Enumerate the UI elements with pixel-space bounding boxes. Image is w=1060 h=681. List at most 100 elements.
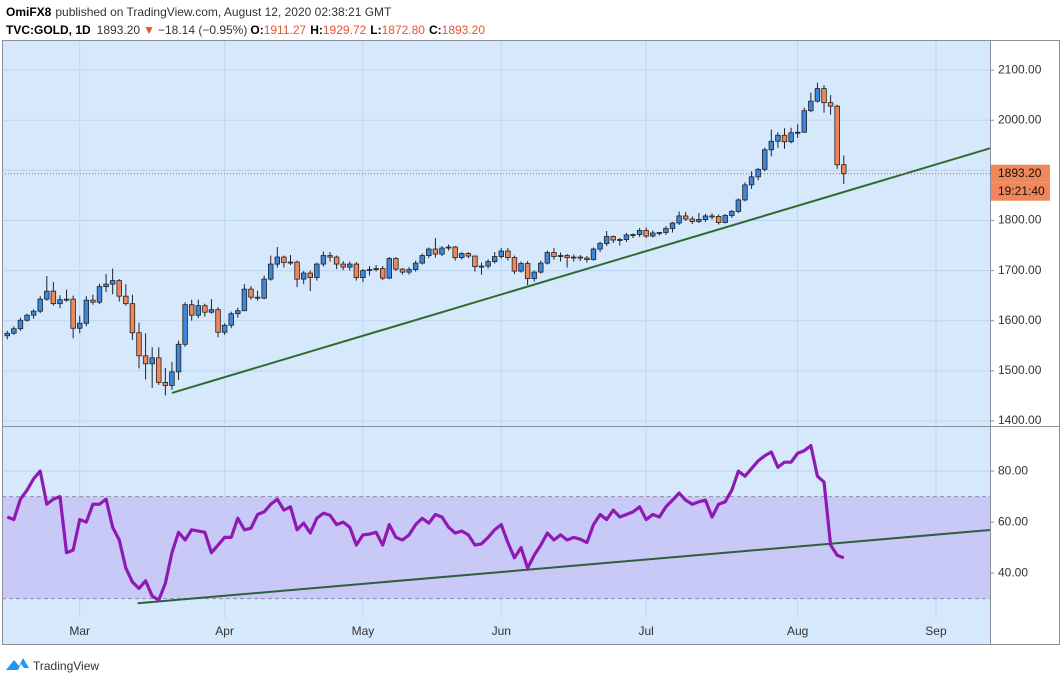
candle-body xyxy=(439,247,445,255)
header-line-1: OmiFX8 published on TradingView.com, Augu… xyxy=(6,5,392,19)
header-line-2: TVC:GOLD, 1D 1893.20 ▼ −18.14 (−0.95%) O:191… xyxy=(6,23,485,37)
quote-key: H: xyxy=(310,23,323,37)
candle-body xyxy=(538,262,544,273)
candle-body xyxy=(4,332,10,337)
candle-body xyxy=(333,256,340,265)
candle-body xyxy=(524,263,531,280)
published: published on TradingView.com, August 12,… xyxy=(55,5,392,19)
candle-body xyxy=(511,257,518,272)
candle-body xyxy=(636,230,643,235)
candle-body xyxy=(17,319,24,330)
candle-body xyxy=(788,132,794,143)
candle-body xyxy=(96,286,103,303)
x-tick-label: Aug xyxy=(787,624,808,638)
logo-icon xyxy=(6,658,29,670)
candle-body xyxy=(393,258,399,270)
candle-body xyxy=(590,248,597,260)
candle-body xyxy=(340,263,346,268)
candle-body xyxy=(24,314,30,321)
candle-body xyxy=(254,296,261,299)
candle-body xyxy=(775,134,781,142)
price-axis xyxy=(990,40,1060,645)
quote-value: 1872.80 xyxy=(382,23,426,37)
candle-body xyxy=(781,134,788,143)
candle-body xyxy=(808,100,814,112)
candle-body xyxy=(261,278,267,299)
candle-body xyxy=(169,371,175,386)
candle-body xyxy=(841,164,847,175)
quote-value: 1893.20 xyxy=(442,23,486,37)
candle-body xyxy=(459,253,465,258)
candle-body xyxy=(715,216,722,223)
y-tick-label: 1700.00 xyxy=(998,263,1042,277)
candle-body xyxy=(241,288,248,312)
candle-body xyxy=(735,199,742,212)
candle-body xyxy=(248,288,254,298)
candle-body xyxy=(814,88,821,102)
candle-body xyxy=(452,246,458,258)
candle-body xyxy=(426,248,432,256)
direction: ▼ xyxy=(143,23,155,37)
change: −18.14 (−0.95%) xyxy=(158,23,247,37)
candle-body xyxy=(294,261,300,280)
labels: Mar Apr May Jun Jul Aug Sep 1400.00 1500.00 1600.… xyxy=(69,62,1050,638)
candle-body xyxy=(129,303,136,334)
candle-body xyxy=(682,215,689,220)
candle-body xyxy=(564,255,570,258)
candle-body xyxy=(149,357,155,365)
y-tick-label: 1400.00 xyxy=(998,413,1042,427)
candle-body xyxy=(320,255,327,265)
candle-body xyxy=(762,149,768,170)
candle-body xyxy=(676,215,682,224)
x-tick-label: Sep xyxy=(925,624,947,638)
candle-body xyxy=(208,309,215,313)
last-price-box xyxy=(991,164,1050,183)
candle-body xyxy=(156,357,162,383)
candle-body xyxy=(729,211,735,216)
candle-body xyxy=(571,256,577,259)
last-price: 1893.20 xyxy=(97,23,141,37)
candle-body xyxy=(83,299,90,324)
candle-body xyxy=(412,262,419,270)
candle-body xyxy=(794,131,801,134)
candle-body xyxy=(353,263,360,279)
candle-body xyxy=(656,232,663,234)
candle-body xyxy=(136,332,142,357)
x-tick-label: Apr xyxy=(215,624,234,638)
candle-body xyxy=(268,263,274,280)
candle-body xyxy=(834,105,840,166)
y-tick-label: 1800.00 xyxy=(998,213,1042,227)
candle-body xyxy=(63,298,70,301)
candle-body xyxy=(801,110,807,133)
candle-body xyxy=(90,299,96,303)
countdown-label: 19:21:40 xyxy=(998,184,1045,198)
candle-body xyxy=(722,215,728,223)
candle-body xyxy=(44,290,50,300)
candle-body xyxy=(478,265,485,268)
countdown-box xyxy=(991,182,1050,201)
x-tick-label: Mar xyxy=(69,624,90,638)
candle-body xyxy=(228,313,234,326)
candle-body xyxy=(689,218,695,222)
candle-body xyxy=(557,255,564,257)
quote-value: 1911.27 xyxy=(264,23,307,37)
candle-body xyxy=(577,256,584,259)
candle-body xyxy=(709,215,715,218)
candle-body xyxy=(373,268,379,270)
quote-value: 1929.72 xyxy=(323,23,367,37)
candle-body xyxy=(768,140,775,151)
candle-body xyxy=(221,324,228,333)
candle-body xyxy=(70,298,76,329)
candle-body xyxy=(360,270,366,279)
candle-body xyxy=(123,295,129,305)
candle-body xyxy=(669,222,676,229)
candle-body xyxy=(50,290,57,305)
candle-body xyxy=(617,239,623,241)
quote-key: O: xyxy=(250,23,263,37)
footer-text: TradingView xyxy=(33,659,99,673)
candle-body xyxy=(116,280,122,297)
candle-body xyxy=(544,252,551,264)
x-tick-label: Jul xyxy=(639,624,654,638)
candle-body xyxy=(465,253,472,257)
y-tick-label: 40.00 xyxy=(998,565,1028,579)
